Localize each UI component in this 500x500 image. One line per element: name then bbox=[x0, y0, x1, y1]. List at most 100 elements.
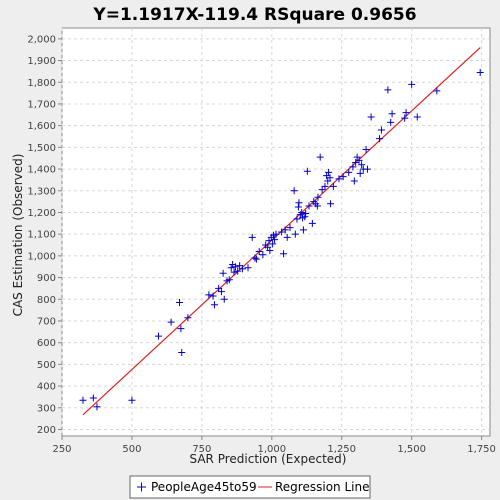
data-point bbox=[128, 396, 136, 404]
y-tick-label: 1,200 bbox=[27, 208, 56, 219]
data-point bbox=[266, 246, 274, 254]
legend-box bbox=[129, 475, 371, 499]
y-tick-label: 1,400 bbox=[27, 165, 56, 176]
y-tick-label: 1,800 bbox=[27, 78, 56, 89]
x-tick-label: 500 bbox=[122, 444, 141, 455]
x-axis-title: SAR Prediction (Expected) bbox=[190, 452, 347, 466]
data-point bbox=[294, 203, 302, 211]
data-point bbox=[298, 208, 306, 216]
data-point bbox=[376, 135, 384, 143]
data-point bbox=[349, 163, 357, 171]
data-point bbox=[335, 175, 343, 183]
data-point bbox=[388, 110, 396, 118]
data-point bbox=[314, 193, 322, 201]
data-point bbox=[259, 251, 267, 259]
legend-label-line: Regression Line bbox=[275, 480, 369, 494]
data-point bbox=[281, 226, 289, 234]
data-point bbox=[248, 233, 256, 241]
data-point bbox=[316, 153, 324, 161]
data-point bbox=[290, 187, 298, 195]
axes: 250 500 750 1,000 1,250 1,500 1,750 200 300 400 50… bbox=[27, 34, 496, 455]
data-point bbox=[252, 255, 260, 263]
data-point bbox=[325, 168, 333, 176]
data-point bbox=[175, 299, 183, 307]
data-point bbox=[339, 173, 347, 181]
data-point bbox=[367, 113, 375, 121]
data-point bbox=[401, 114, 409, 122]
data-point bbox=[305, 202, 313, 210]
data-layer bbox=[79, 47, 484, 416]
data-point bbox=[291, 230, 299, 238]
x-tick-label: 1,000 bbox=[257, 444, 286, 455]
data-point bbox=[321, 182, 329, 190]
data-point bbox=[231, 263, 239, 271]
data-point bbox=[313, 202, 321, 210]
data-point bbox=[255, 248, 263, 256]
x-tick-label: 1,250 bbox=[327, 444, 356, 455]
data-point bbox=[220, 295, 228, 303]
data-point bbox=[302, 210, 310, 218]
data-point bbox=[377, 126, 385, 134]
y-tick-label: 1,500 bbox=[27, 143, 56, 154]
data-point bbox=[271, 236, 279, 244]
y-tick-label: 500 bbox=[37, 360, 56, 371]
y-tick-label: 600 bbox=[37, 338, 56, 349]
data-point bbox=[79, 396, 87, 404]
y-tick-label: 900 bbox=[37, 273, 56, 284]
data-point bbox=[327, 200, 335, 208]
data-point bbox=[329, 182, 337, 190]
data-point bbox=[205, 291, 213, 299]
data-point bbox=[363, 165, 371, 173]
data-point bbox=[280, 250, 288, 258]
data-point bbox=[167, 318, 175, 326]
data-point bbox=[234, 267, 242, 275]
x-tick-label: 1,500 bbox=[397, 444, 426, 455]
data-point bbox=[299, 226, 307, 234]
y-tick-label: 200 bbox=[37, 425, 56, 436]
x-tick-label: 250 bbox=[52, 444, 71, 455]
data-point bbox=[177, 325, 185, 333]
data-point bbox=[358, 161, 366, 169]
grid-lines bbox=[61, 28, 490, 436]
x-tick-label: 750 bbox=[192, 444, 211, 455]
legend-label-scatter: PeopleAge45to59 bbox=[151, 480, 257, 494]
x-tick-label: 1,750 bbox=[467, 444, 496, 455]
legend-plus-mark bbox=[137, 482, 146, 492]
y-tick-label: 800 bbox=[37, 295, 56, 306]
y-tick-label: 1,300 bbox=[27, 186, 56, 197]
data-point bbox=[355, 156, 363, 164]
data-point bbox=[356, 169, 364, 177]
data-point bbox=[251, 254, 259, 262]
data-point bbox=[303, 167, 311, 175]
data-point bbox=[210, 301, 218, 309]
y-tick-label: 1,000 bbox=[27, 251, 56, 262]
data-point bbox=[184, 314, 192, 322]
data-point bbox=[227, 264, 235, 272]
legend-marker-plus-icon bbox=[137, 482, 146, 492]
data-point bbox=[278, 228, 286, 236]
y-tick-label: 400 bbox=[37, 382, 56, 393]
data-point bbox=[345, 168, 353, 176]
data-point bbox=[402, 109, 410, 117]
y-tick-label: 2,000 bbox=[27, 34, 56, 45]
data-point bbox=[217, 288, 225, 296]
data-point bbox=[272, 230, 280, 238]
data-point bbox=[408, 80, 416, 88]
data-point bbox=[178, 348, 186, 356]
data-point bbox=[433, 87, 441, 95]
data-point bbox=[283, 233, 291, 241]
data-point bbox=[326, 174, 334, 182]
data-point bbox=[362, 146, 370, 154]
data-point bbox=[286, 224, 294, 232]
y-tick-label: 300 bbox=[37, 403, 56, 414]
data-point bbox=[301, 213, 309, 221]
data-point bbox=[293, 215, 301, 223]
data-point bbox=[350, 177, 358, 185]
data-point bbox=[93, 403, 101, 411]
data-point bbox=[308, 219, 316, 227]
data-point bbox=[225, 276, 233, 284]
y-tick-label: 1,600 bbox=[27, 121, 56, 132]
chart-title: Y=1.1917X-119.4 RSquare 0.9656 bbox=[92, 5, 416, 25]
